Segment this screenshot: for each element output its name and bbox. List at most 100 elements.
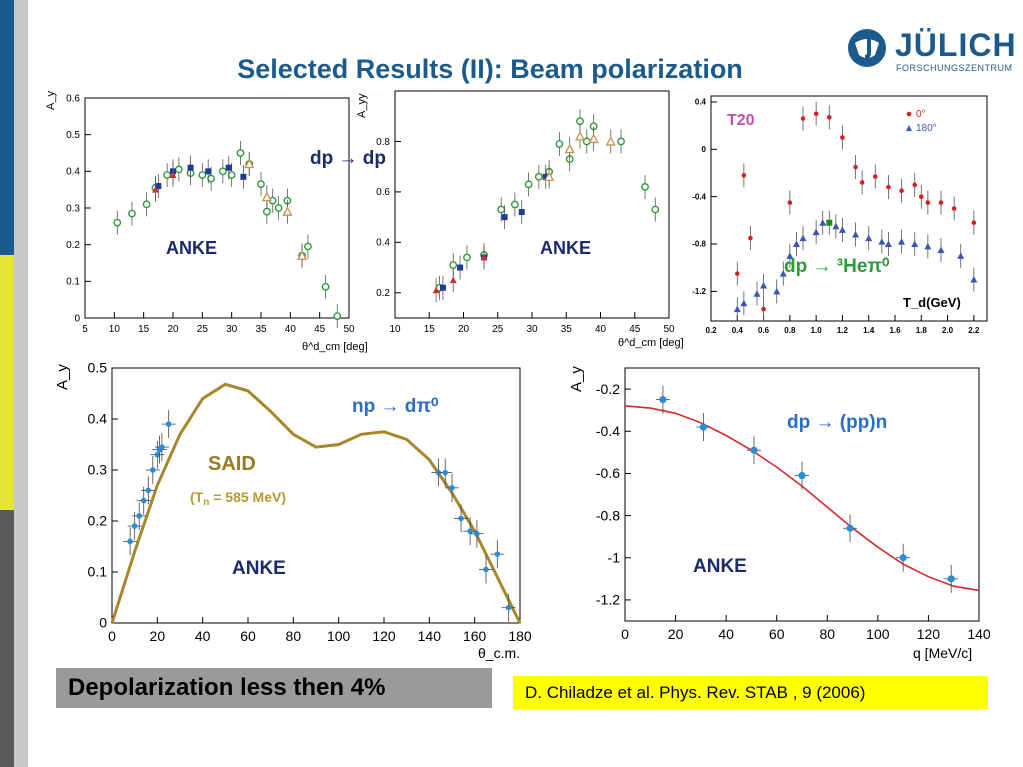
x-axis-label: θ_c.m. xyxy=(478,645,520,661)
data-point xyxy=(510,200,519,209)
data-point xyxy=(925,200,931,205)
depolarization-note: Depolarization less then 4% xyxy=(56,668,492,708)
y-tick-label: 0.5 xyxy=(66,130,80,141)
fit-curve xyxy=(624,405,980,592)
x-tick-label: 10 xyxy=(389,324,401,335)
data-point xyxy=(773,287,781,295)
data-point xyxy=(761,306,766,312)
data-point xyxy=(750,446,758,454)
data-point xyxy=(878,238,886,245)
data-point xyxy=(951,206,957,211)
y-tick-label: -0.8 xyxy=(596,507,620,523)
x-tick-label: 80 xyxy=(286,628,302,644)
data-point xyxy=(912,182,918,188)
data-point xyxy=(127,538,133,545)
data-point xyxy=(792,240,800,248)
data-point xyxy=(174,165,183,174)
x-tick-label: 40 xyxy=(718,626,734,642)
data-point xyxy=(207,174,216,183)
reaction-label: np → dπ⁰ xyxy=(352,396,439,417)
data-point xyxy=(449,276,457,284)
said-label: SAID xyxy=(208,453,256,475)
data-point xyxy=(159,444,165,450)
x-tick-label: 1.8 xyxy=(916,326,928,335)
y-axis-label: A_y xyxy=(54,364,71,390)
x-tick-label: 45 xyxy=(314,324,326,335)
data-point xyxy=(296,250,308,260)
data-point xyxy=(617,137,625,146)
y-tick-label: 0.6 xyxy=(376,187,390,198)
data-point xyxy=(261,191,272,202)
data-point xyxy=(859,180,865,185)
data-point xyxy=(898,238,906,245)
data-point xyxy=(467,528,473,534)
data-point xyxy=(154,451,161,458)
data-points-group xyxy=(733,101,978,322)
data-point xyxy=(163,171,172,179)
y-tick-label: 0.3 xyxy=(88,462,108,478)
data-point xyxy=(800,116,806,121)
x-tick-label: 0 xyxy=(621,626,629,642)
data-point xyxy=(574,131,586,141)
data-point xyxy=(534,172,543,181)
data-point xyxy=(911,240,919,248)
x-tick-label: 0.4 xyxy=(732,326,744,335)
data-point xyxy=(518,209,525,216)
data-point xyxy=(240,173,247,180)
data-point xyxy=(582,137,591,146)
data-point xyxy=(840,135,845,140)
data-point xyxy=(442,469,449,476)
y-tick-label: 0.2 xyxy=(88,513,108,529)
anke-label: ANKE xyxy=(232,558,286,579)
x-tick-label: 1.0 xyxy=(811,326,823,335)
data-point xyxy=(733,305,741,313)
data-point xyxy=(274,204,283,212)
y-tick-label: 0.1 xyxy=(66,277,80,288)
data-point xyxy=(480,253,488,261)
reaction-label: dp → (pp)n xyxy=(787,412,887,433)
x-tick-label: 50 xyxy=(663,324,675,335)
x-tick-label: 0.8 xyxy=(784,326,796,335)
chart-dp-3hepi0: 0.2 0.4 0.6 0.8 1.0 1.2 1.4 1.6 1.8 2.0 2.2 0.4 0 -0.… xyxy=(692,95,988,335)
data-point xyxy=(282,206,293,216)
data-point xyxy=(165,421,172,427)
x-tick-label: 30 xyxy=(226,324,238,335)
data-point xyxy=(128,209,136,218)
anke-label: ANKE xyxy=(540,238,591,258)
logo-wordmark: JÜLICH xyxy=(895,27,1017,63)
x-tick-label: 40 xyxy=(195,628,211,644)
juelich-emblem-icon xyxy=(848,29,886,67)
data-point xyxy=(884,240,892,248)
said-energy-label: (Tn = 585 MeV) xyxy=(190,489,286,508)
x-tick-label: 20 xyxy=(458,324,470,335)
data-point xyxy=(846,524,854,532)
legend-180deg: 180° xyxy=(916,123,937,134)
data-point xyxy=(740,299,748,307)
x-tick-label: 25 xyxy=(197,324,209,335)
data-point xyxy=(187,164,194,171)
data-point xyxy=(838,226,846,233)
x-tick-label: 0.2 xyxy=(705,326,717,335)
data-point xyxy=(799,234,807,242)
plot-frame xyxy=(111,367,521,624)
y-tick-label: -0.8 xyxy=(692,240,706,249)
y-tick-label: 0.3 xyxy=(66,203,80,214)
data-point xyxy=(244,158,255,169)
y-tick-label: 0.5 xyxy=(88,360,108,376)
data-point xyxy=(474,530,480,537)
data-point xyxy=(198,171,207,179)
y-tick-label: -1.2 xyxy=(692,287,706,296)
data-point xyxy=(886,184,891,190)
x-tick-label: 40 xyxy=(285,324,297,335)
x-axis-label: θ^d_cm [deg] xyxy=(302,341,368,353)
data-point xyxy=(741,173,747,178)
x-axis-label: q [MeV/c] xyxy=(913,645,972,661)
x-tick-label: 120 xyxy=(372,628,396,644)
data-point xyxy=(333,312,342,321)
legend-marker-180deg xyxy=(906,125,912,131)
juelich-logo: JÜLICH FORSCHUNGSZENTRUM xyxy=(845,25,1017,80)
x-tick-label: 15 xyxy=(424,324,436,335)
logo-subtitle: FORSCHUNGSZENTRUM xyxy=(896,63,1013,73)
data-point xyxy=(257,180,265,189)
panel-label: T20 xyxy=(727,112,755,129)
